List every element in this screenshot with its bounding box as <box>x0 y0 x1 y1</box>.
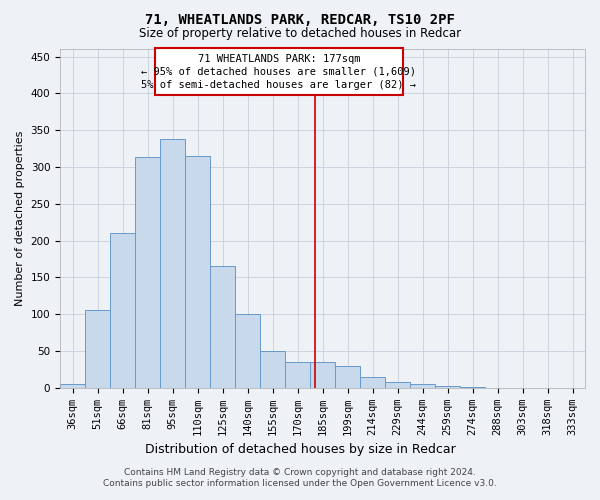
Bar <box>410 384 435 388</box>
Text: Distribution of detached houses by size in Redcar: Distribution of detached houses by size … <box>145 442 455 456</box>
Text: 71 WHEATLANDS PARK: 177sqm: 71 WHEATLANDS PARK: 177sqm <box>197 54 360 64</box>
Bar <box>385 382 410 388</box>
Text: 5% of semi-detached houses are larger (82) →: 5% of semi-detached houses are larger (8… <box>141 80 416 90</box>
Bar <box>60 384 85 388</box>
Bar <box>160 139 185 388</box>
Bar <box>285 362 310 388</box>
Bar <box>260 351 285 388</box>
Bar <box>110 233 135 388</box>
Text: Contains HM Land Registry data © Crown copyright and database right 2024.
Contai: Contains HM Land Registry data © Crown c… <box>103 468 497 487</box>
Bar <box>360 376 385 388</box>
Bar <box>435 386 460 388</box>
Text: 71, WHEATLANDS PARK, REDCAR, TS10 2PF: 71, WHEATLANDS PARK, REDCAR, TS10 2PF <box>145 12 455 26</box>
Bar <box>335 366 360 388</box>
Bar <box>135 156 160 388</box>
Bar <box>155 48 403 95</box>
Bar <box>310 362 335 388</box>
Bar <box>460 387 485 388</box>
Text: Size of property relative to detached houses in Redcar: Size of property relative to detached ho… <box>139 28 461 40</box>
Bar <box>210 266 235 388</box>
Bar <box>235 314 260 388</box>
Bar <box>85 310 110 388</box>
Text: ← 95% of detached houses are smaller (1,609): ← 95% of detached houses are smaller (1,… <box>141 67 416 77</box>
Bar <box>185 156 210 388</box>
Y-axis label: Number of detached properties: Number of detached properties <box>15 131 25 306</box>
